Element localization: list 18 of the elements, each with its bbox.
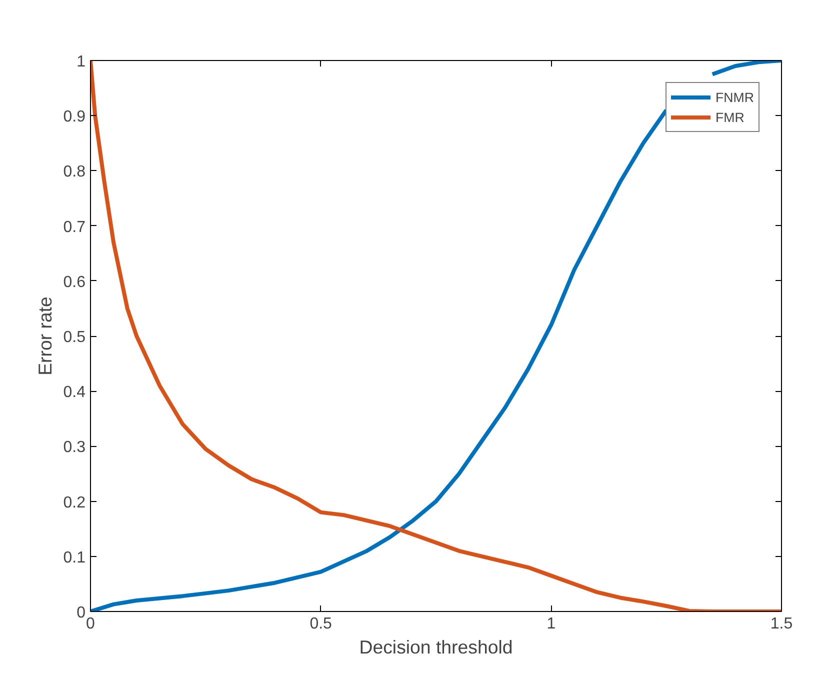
y-tick-label: 0.9 [63, 108, 86, 126]
y-tick-label: 0.7 [63, 218, 86, 236]
y-tick-label: 0.1 [63, 549, 86, 566]
y-tick-label: 0.5 [63, 329, 86, 346]
y-tick-label: 1 [76, 54, 86, 70]
x-tick-label: 1.5 [770, 616, 793, 632]
y-tick-label: 0.2 [63, 494, 86, 512]
y-tick-label: 0.6 [63, 274, 86, 291]
legend-label: FMR [716, 110, 744, 124]
y-tick-label: 0.4 [63, 384, 86, 402]
x-axis-title: Decision threshold [359, 636, 513, 658]
y-tick-label: 0 [76, 604, 86, 622]
y-tick-label: 0.8 [63, 164, 86, 181]
y-axis-title: Error rate [34, 296, 56, 376]
x-tick-label: 0.5 [310, 616, 332, 632]
legend-label: FNMR [716, 90, 754, 104]
y-tick-label: 0.3 [63, 439, 86, 456]
x-tick-label: 1 [546, 616, 556, 632]
